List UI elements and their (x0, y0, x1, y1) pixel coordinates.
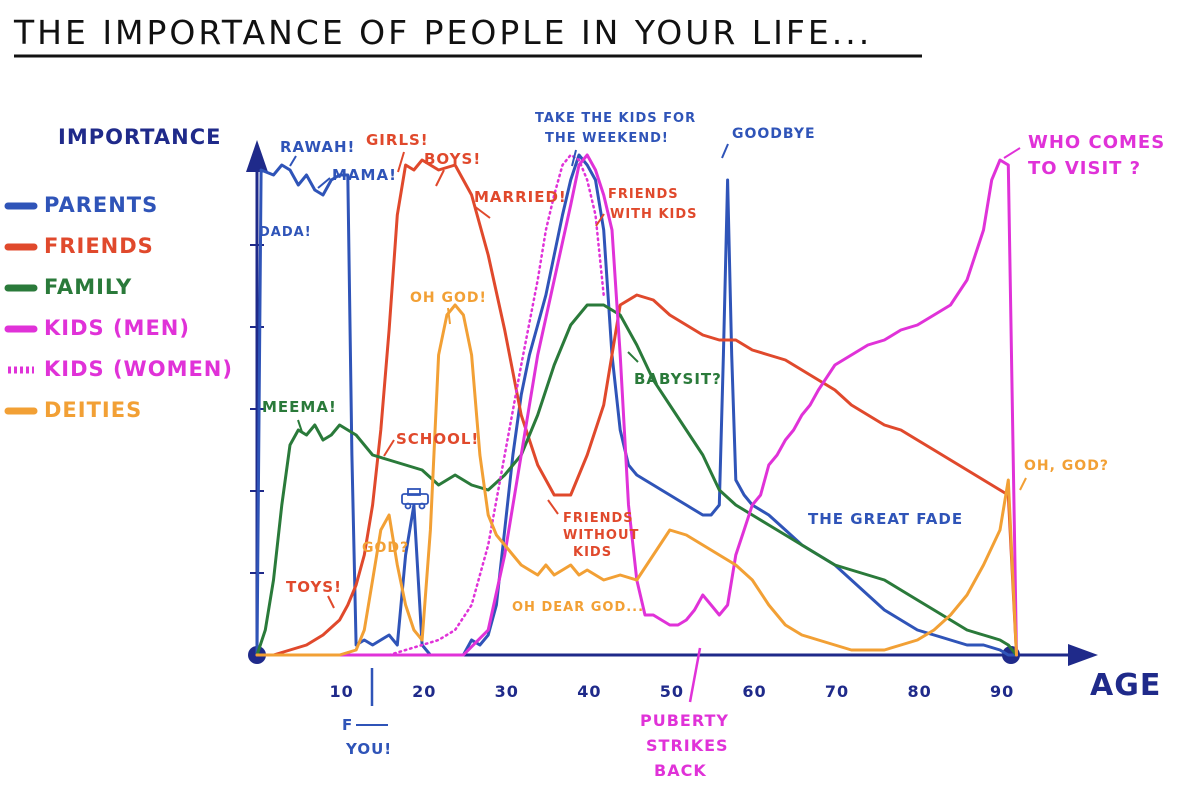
annotation-rawah: RAWAH! (280, 138, 355, 156)
annotation-f-you-line2: YOU! (345, 740, 392, 758)
annotation-toys-pointer (327, 595, 335, 609)
annotation-toys: TOYS! (286, 578, 342, 596)
series-line-friends (255, 158, 1018, 657)
annotation-friends-without-line3: KIDS (573, 545, 612, 560)
annotation-who-visit-line1: WHO COMES (1028, 132, 1165, 153)
annotation-friends-kids-pointer (595, 213, 605, 227)
legend-label: FRIENDS (44, 234, 154, 258)
series-line-kids-women (255, 153, 605, 657)
annotation-school: SCHOOL! (396, 430, 479, 448)
x-axis-arrow-icon (1068, 644, 1098, 666)
x-tick-label: 40 (577, 682, 601, 701)
x-tick-label: 80 (907, 682, 931, 701)
annotation-girls-pointer (397, 151, 405, 173)
annotation-friends-without-line2: WITHOUT (563, 528, 639, 543)
legend-label: DEITIES (44, 398, 142, 422)
annotation-puberty-line1: PUBERTY (640, 711, 729, 730)
legend-label: PARENTS (44, 193, 158, 217)
x-tick-label: 50 (660, 682, 684, 701)
legend-label: FAMILY (44, 275, 132, 299)
annotation-oh-god-question: OH, GOD? (1024, 458, 1109, 474)
annotation-friends-kids-line1: FRIENDS (608, 187, 679, 202)
series-line-family (255, 303, 1018, 657)
annotation-take-kids-line1: TAKE THE KIDS FOR (535, 111, 696, 126)
annotation-rawah-pointer (289, 155, 297, 167)
annotation-boys: BOYS! (424, 150, 481, 168)
annotation-oh-god: OH GOD! (410, 290, 487, 306)
annotation-friends-without-pointer (547, 499, 559, 515)
annotation-mama-pointer (317, 177, 331, 189)
x-tick-label: 20 (412, 682, 436, 701)
annotation-oh-god-pointer (447, 307, 451, 325)
annotation-puberty-pointer (688, 647, 702, 703)
annotation-goodbye: GOODBYE (732, 126, 816, 142)
annotation-married: MARRIED! (474, 188, 567, 206)
annotation-babysit: BABYSIT? (634, 370, 722, 388)
annotation-meema-pointer (297, 419, 303, 433)
annotation-mama: MAMA! (332, 166, 397, 184)
annotation-god-question: GOD? (362, 540, 409, 556)
x-axis-label: AGE (1090, 668, 1161, 703)
annotation-take-kids-line2: THE WEEKEND! (545, 131, 669, 146)
series-line-deities (255, 303, 1018, 657)
annotation-school-pointer (383, 439, 395, 457)
annotation-goodbye-pointer (721, 143, 729, 159)
annotation-take-kids-pointer (571, 149, 577, 167)
series-layer (255, 153, 1018, 657)
y-axis-label: IMPORTANCE (58, 125, 221, 149)
y-axis-arrow-icon (246, 140, 268, 172)
annotation-who-visit-line2: TO VISIT ? (1028, 158, 1141, 179)
annotation-oh-dear-god: OH DEAR GOD... (512, 600, 644, 615)
car-doodle-icon (401, 488, 429, 510)
annotation-great-fade: THE GREAT FADE (808, 510, 963, 528)
annotation-who-visit-pointer (1003, 147, 1021, 159)
legend-label: KIDS (WOMEN) (44, 357, 233, 381)
annotation-puberty-line2: STRIKES (646, 736, 729, 755)
legend-label: KIDS (MEN) (44, 316, 190, 340)
chart-title: THE IMPORTANCE OF PEOPLE IN YOUR LIFE... (13, 13, 872, 52)
legend: PARENTS FRIENDS FAMILY KIDS (MEN) KIDS (WOME… (4, 193, 233, 422)
annotation-friends-kids-line2: WITH KIDS (610, 207, 698, 222)
annotation-oh-god-question-pointer (1019, 477, 1027, 491)
annotation-meema: MEEMA! (262, 398, 337, 416)
annotation-married-pointer (473, 205, 491, 219)
x-tick-label: 70 (825, 682, 849, 701)
annotation-girls: GIRLS! (366, 131, 429, 149)
annotation-f-you-line1: F (342, 716, 353, 734)
x-tick-labels: 10 20 30 40 50 60 70 80 90 (330, 682, 1014, 701)
annotation-boys-pointer (435, 169, 445, 187)
series-line-kids-men (255, 153, 1018, 657)
x-tick-label: 30 (495, 682, 519, 701)
x-tick-label: 90 (990, 682, 1014, 701)
annotations: RAWAH! MAMA! DADA! MEEMA! TOYS! GIRLS! B… (259, 111, 1165, 780)
x-tick-label: 60 (742, 682, 766, 701)
annotation-babysit-pointer (627, 351, 639, 363)
annotation-dada: DADA! (259, 225, 312, 240)
x-tick-label: 10 (330, 682, 354, 701)
annotation-friends-without-line1: FRIENDS (563, 511, 634, 526)
annotation-puberty-line3: BACK (654, 761, 707, 780)
